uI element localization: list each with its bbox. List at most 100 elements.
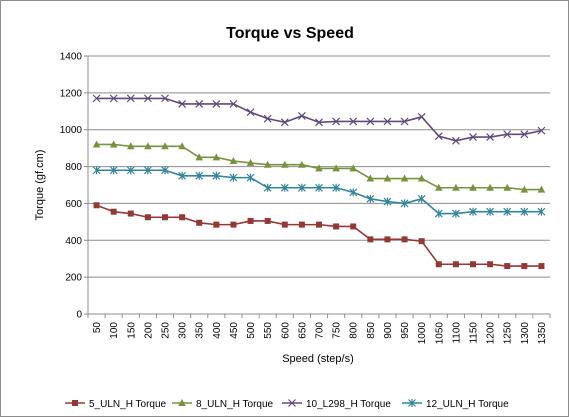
data-point [280,183,289,192]
data-point [196,219,203,226]
data-point [503,183,512,191]
x-tick-label: 50 [92,322,103,334]
data-point [92,94,101,103]
x-tick-label: 150 [126,322,137,339]
data-point [470,261,476,268]
data-point [92,140,101,148]
data-point [162,214,168,221]
data-point [281,221,288,228]
data-point [315,164,323,172]
data-point [435,261,442,268]
data-point [264,217,271,224]
data-point [109,94,118,103]
data-point [126,94,135,103]
y-tick-label: 800 [65,162,82,173]
series-4 [92,166,546,218]
x-tick-label: 1200 [486,322,497,345]
x-tick-label: 1250 [503,322,514,345]
data-point [316,221,322,228]
x-tick-label: 450 [229,322,240,339]
data-point [469,183,477,191]
x-tick-label: 1050 [434,322,445,345]
legend-marker [178,399,186,406]
data-point [332,117,341,126]
data-point [520,207,529,216]
data-point [349,117,358,126]
series-2 [92,140,546,193]
x-tick-label: 500 [246,322,257,339]
data-point [212,153,221,161]
data-point [451,136,460,145]
data-point [452,261,459,268]
data-point [349,164,358,172]
data-point [263,160,272,168]
y-tick-label: 600 [65,199,82,210]
y-tick-label: 1000 [60,125,83,136]
data-point [538,263,545,270]
x-tick-label: 350 [195,322,206,339]
data-point [486,207,495,216]
x-tick-label: 850 [366,322,377,339]
data-point [469,133,477,142]
data-point [487,261,494,268]
data-point [230,221,237,228]
x-tick-label: 400 [212,322,223,339]
legend-marker [72,400,78,406]
x-tick-labels: 50 100 150 200 250 300 350 400 450 500 550 600 650 70… [92,322,548,345]
data-point [504,263,511,270]
y-tick-labels: 0 200 400 600 800 1000 1200 1400 [60,52,83,321]
data-point [349,188,358,197]
data-point [400,199,409,208]
y-tick-label: 1400 [60,52,83,63]
legend-item: 8_ULN_H Torque [172,399,274,410]
x-tick-label: 1000 [417,322,428,345]
data-point [384,236,391,243]
data-point [400,174,409,182]
x-tick-label: 300 [178,322,189,339]
y-tick-label: 0 [76,310,82,321]
data-point [247,217,254,224]
data-point [229,157,238,165]
data-point [109,140,118,148]
data-point [143,94,152,103]
data-point [417,112,426,121]
x-tick-label: 1350 [537,322,548,345]
legend-label: 12_ULN_H Torque [426,399,509,410]
data-point [297,111,306,120]
legend-item: 10_L298_H Torque [282,399,391,410]
data-point [366,117,375,126]
data-point [469,207,477,216]
data-point [126,166,135,175]
data-point [332,183,341,192]
data-point [383,117,392,126]
data-point [298,160,306,168]
legend-label: 8_ULN_H Torque [196,399,274,410]
data-point [161,94,169,103]
data-point [213,221,220,228]
data-point [246,173,255,182]
data-point [246,158,255,166]
legend: 5_ULN_H Torque 8_ULN_H Torque 10_L298_H To… [65,399,509,410]
data-point [503,130,512,139]
data-point [246,108,255,117]
chart-title: Torque vs Speed [226,25,354,42]
data-point [366,174,375,182]
data-point [315,183,323,192]
data-point [229,99,238,108]
data-point [178,99,187,108]
data-point [537,207,546,216]
data-point [366,194,375,203]
data-point [229,173,238,182]
y-tick-label: 200 [65,273,82,284]
y-tick-label: 1200 [60,88,83,99]
data-point [195,99,204,108]
data-point [434,132,443,141]
data-point [434,209,443,218]
legend-label: 5_ULN_H Torque [89,399,167,410]
x-tick-label: 700 [315,322,326,339]
x-tick-label: 250 [161,322,172,339]
data-point [110,208,117,215]
data-point [263,114,272,123]
data-point [127,210,134,217]
data-point [537,126,546,135]
